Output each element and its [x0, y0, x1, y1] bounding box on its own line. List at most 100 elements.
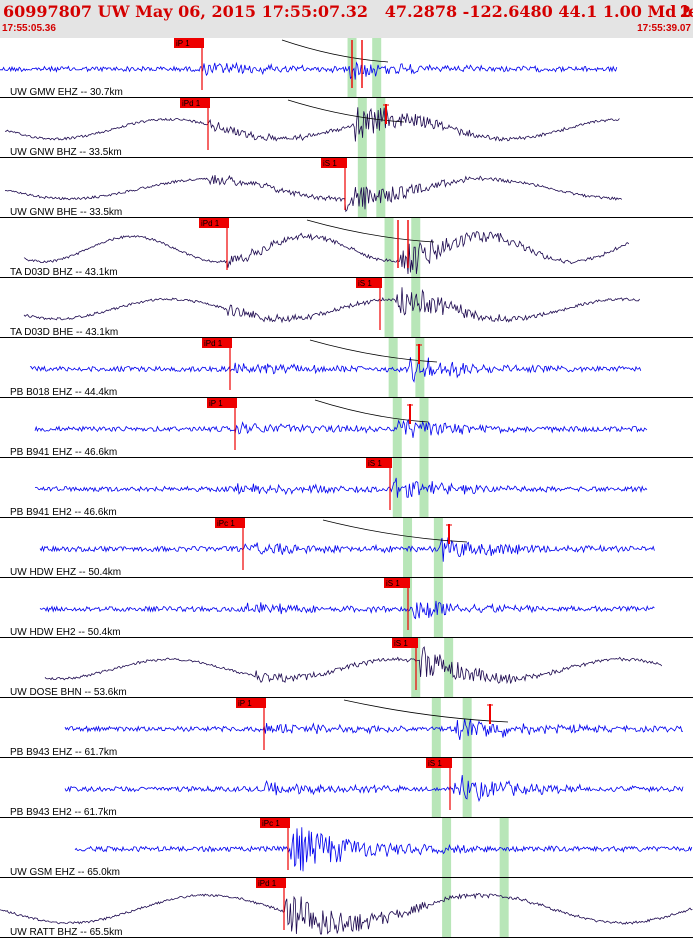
p-theory-band — [431, 758, 441, 818]
s-theory-band — [411, 218, 421, 278]
p-pick-label: iPc 1 — [262, 819, 280, 828]
s-pick-label: iS 1 — [428, 759, 442, 768]
p-theory-band — [442, 818, 452, 878]
p-pick-label: iPc 1 — [217, 519, 235, 528]
station-label: PB B941 EH2 -- 46.6km — [10, 507, 117, 518]
p-theory-band — [403, 518, 413, 578]
p-pick-label: iPd 1 — [258, 879, 277, 888]
station-label: UW GMW EHZ -- 30.7km — [10, 87, 123, 98]
arrival-curve — [322, 519, 468, 543]
s-theory-band — [499, 818, 509, 878]
arrival-curve — [343, 699, 509, 723]
s-pick-box — [356, 278, 382, 288]
station-label: UW RATT BHZ -- 65.5km — [10, 927, 122, 938]
s-pick-box — [392, 638, 418, 648]
waveform-5 — [29, 357, 642, 383]
waveform-4 — [23, 287, 640, 324]
trace-9: iS 1 UW HDW EH2 -- 50.4km — [10, 578, 655, 638]
trace-7: iS 1 PB B941 EH2 -- 46.6km — [10, 458, 648, 518]
p-pick-box — [202, 338, 232, 348]
station-label: UW GNW BHE -- 33.5km — [10, 207, 122, 218]
station-label: UW DOSE BHN -- 53.6km — [10, 687, 127, 698]
p-pick-box — [180, 98, 210, 108]
waveform-7 — [34, 477, 648, 498]
p-theory-band — [357, 158, 367, 218]
waveform-0 — [0, 61, 618, 80]
trace-0: iP 1 UW GMW EHZ -- 30.7km — [0, 38, 618, 98]
trace-1: iPd 1 UW GNW BHZ -- 33.5km — [4, 98, 620, 158]
p-pick-label: iP 1 — [238, 699, 252, 708]
station-label: PB B943 EHZ -- 61.7km — [10, 747, 117, 758]
station-label: PB B943 EH2 -- 61.7km — [10, 807, 117, 818]
s-pick-box — [366, 458, 392, 468]
s-theory-band — [376, 98, 386, 158]
s-pick-label: iS 1 — [394, 639, 408, 648]
end-time: 17:55:39.07 — [637, 23, 691, 34]
station-label: PB B941 EHZ -- 46.6km — [10, 447, 117, 458]
waveform-6 — [34, 418, 648, 438]
s-theory-band — [462, 758, 472, 818]
p-theory-band — [392, 458, 402, 518]
p-pick-label: iPd 1 — [204, 339, 223, 348]
arrival-curve — [306, 219, 435, 243]
p-pick-label: iPd 1 — [201, 219, 220, 228]
station-label: TA D03D BHE -- 43.1km — [10, 327, 118, 338]
trace-4: iS 1 TA D03D BHE -- 43.1km — [10, 278, 640, 338]
p-pick-label: iPd 1 — [182, 99, 201, 108]
waveform-10 — [44, 646, 663, 685]
trace-6: iP 1 PB B941 EHZ -- 46.6km — [10, 398, 648, 458]
waveform-8 — [39, 537, 655, 562]
s-pick-box — [384, 578, 410, 588]
trace-12: iS 1 PB B943 EH2 -- 61.7km — [10, 758, 684, 818]
trace-13: iPc 1 UW GSM EHZ -- 65.0km — [10, 818, 693, 878]
p-pick-box — [174, 38, 204, 48]
p-pick-label: iP 1 — [176, 39, 190, 48]
trace-14: iPd 1 UW RATT BHZ -- 65.5km — [0, 878, 693, 938]
trace-2: iS 1 UW GNW BHE -- 33.5km — [4, 158, 623, 218]
arrival-curve — [281, 39, 389, 63]
trace-5: iPd 1 PB B018 EHZ -- 44.4km — [10, 338, 642, 398]
station-label: PB B018 EHZ -- 44.4km — [10, 387, 117, 398]
station-label: UW HDW EH2 -- 50.4km — [10, 627, 121, 638]
s-pick-label: iS 1 — [323, 159, 337, 168]
p-pick-box — [260, 818, 290, 828]
s-pick-label: iS 1 — [386, 579, 400, 588]
s-pick-label: iS 1 — [358, 279, 372, 288]
arrival-curve — [314, 399, 429, 423]
station-label: UW HDW EHZ -- 50.4km — [10, 567, 121, 578]
p-theory-band — [442, 878, 452, 938]
waveform-12 — [64, 774, 684, 803]
arrival-curve — [287, 99, 405, 123]
station-label: UW GNW BHZ -- 33.5km — [10, 147, 122, 158]
seismogram-plot: iP 1 UW GMW EHZ -- 30.7km iPd 1 UW GNW BHZ … — [0, 38, 693, 938]
s-theory-band — [433, 578, 443, 638]
header-bar: 60997807 UW May 06, 2015 17:55:07.32 47.… — [0, 0, 693, 38]
arrival-curve — [309, 339, 438, 363]
trace-10: iS 1 UW DOSE BHN -- 53.6km — [10, 638, 663, 698]
waveform-3 — [23, 231, 630, 275]
page-number: 2 — [679, 2, 691, 21]
p-pick-box — [199, 218, 229, 228]
station-label: UW GSM EHZ -- 65.0km — [10, 867, 120, 878]
p-pick-box — [256, 878, 286, 888]
waveform-9 — [39, 600, 655, 620]
p-theory-band — [384, 218, 394, 278]
event-title: 60997807 UW May 06, 2015 17:55:07.32 47.… — [3, 2, 693, 21]
waveform-13 — [74, 827, 693, 872]
s-theory-band — [433, 518, 443, 578]
s-theory-band — [499, 878, 509, 938]
start-time: 17:55:05.36 — [2, 23, 56, 34]
p-theory-band — [392, 398, 402, 458]
waveform-11 — [64, 718, 684, 740]
p-pick-box — [236, 698, 266, 708]
p-pick-label: iP 1 — [209, 399, 223, 408]
s-pick-label: iS 1 — [368, 459, 382, 468]
trace-11: iP 1 PB B943 EHZ -- 61.7km — [10, 698, 684, 758]
s-pick-box — [426, 758, 452, 768]
s-pick-box — [321, 158, 347, 168]
waveform-1 — [4, 107, 620, 142]
waveform-2 — [4, 174, 623, 213]
s-theory-band — [372, 38, 382, 98]
p-theory-band — [384, 278, 394, 338]
